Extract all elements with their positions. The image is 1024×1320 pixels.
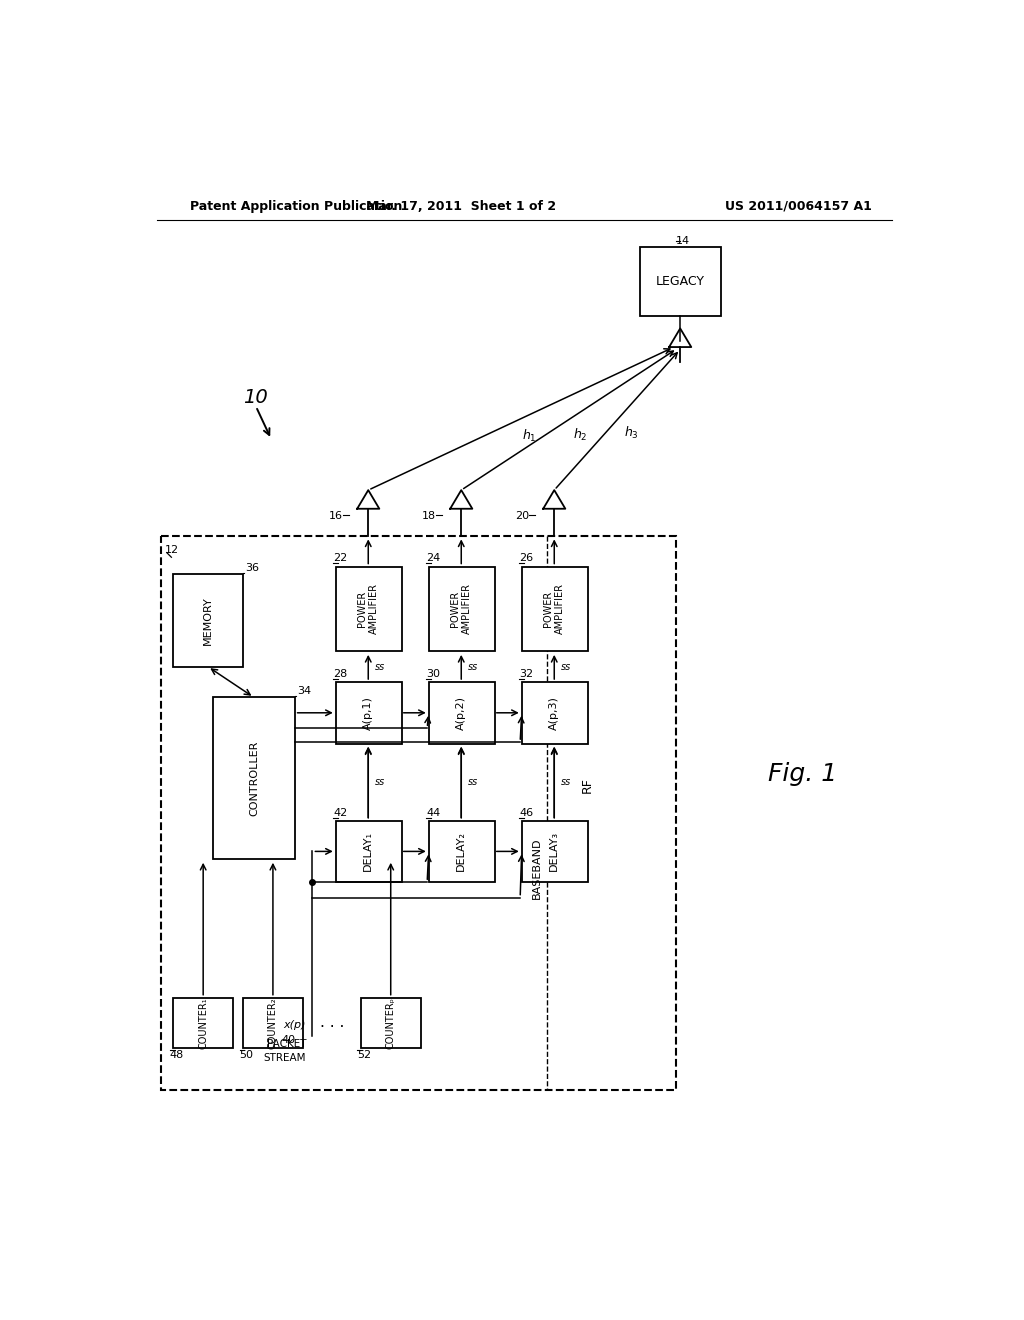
Bar — [336, 821, 401, 882]
Text: POWER
AMPLIFIER: POWER AMPLIFIER — [544, 583, 565, 635]
Text: ss: ss — [375, 661, 385, 672]
Text: 40: 40 — [282, 1035, 295, 1045]
Text: 24: 24 — [426, 553, 440, 564]
Text: ss: ss — [467, 777, 478, 787]
Bar — [521, 682, 588, 743]
Text: COUNTER₂: COUNTER₂ — [268, 997, 278, 1048]
Text: US 2011/0064157 A1: US 2011/0064157 A1 — [725, 199, 872, 213]
Text: LEGACY: LEGACY — [655, 275, 705, 288]
Text: Mar. 17, 2011  Sheet 1 of 2: Mar. 17, 2011 Sheet 1 of 2 — [367, 199, 556, 213]
Bar — [521, 566, 588, 651]
Text: DELAY₃: DELAY₃ — [549, 832, 559, 871]
Text: 36: 36 — [245, 562, 259, 573]
Text: 50: 50 — [240, 1051, 254, 1060]
Text: 44: 44 — [426, 808, 440, 817]
Text: 20: 20 — [515, 511, 529, 521]
Bar — [336, 682, 401, 743]
Text: 52: 52 — [357, 1051, 372, 1060]
Bar — [360, 998, 421, 1048]
Text: STREAM: STREAM — [264, 1053, 306, 1063]
Text: BASEBAND: BASEBAND — [532, 838, 542, 899]
Bar — [173, 574, 243, 667]
Text: A(p,1): A(p,1) — [364, 696, 374, 730]
Text: 34: 34 — [297, 686, 311, 696]
Text: . . .: . . . — [319, 1015, 344, 1030]
Bar — [173, 998, 233, 1048]
Text: PACKET: PACKET — [266, 1039, 306, 1049]
Bar — [640, 247, 721, 317]
Text: x(p): x(p) — [284, 1019, 306, 1030]
Text: 28: 28 — [334, 669, 347, 678]
Text: 12: 12 — [165, 545, 178, 554]
Bar — [429, 682, 495, 743]
Text: COUNTER₁: COUNTER₁ — [199, 997, 208, 1048]
Text: 14: 14 — [676, 236, 690, 246]
Text: COUNTERₚ: COUNTERₚ — [386, 997, 395, 1048]
Text: A(p,2): A(p,2) — [457, 696, 466, 730]
Text: ss: ss — [467, 661, 478, 672]
Text: 46: 46 — [519, 808, 534, 817]
Text: 48: 48 — [170, 1051, 184, 1060]
Text: ss: ss — [375, 777, 385, 787]
Text: $h_2$: $h_2$ — [572, 428, 587, 444]
Text: DELAY₁: DELAY₁ — [364, 832, 374, 871]
Bar — [336, 566, 401, 651]
Text: POWER
AMPLIFIER: POWER AMPLIFIER — [451, 583, 472, 635]
Bar — [429, 566, 495, 651]
Text: POWER
AMPLIFIER: POWER AMPLIFIER — [357, 583, 379, 635]
Text: $h_1$: $h_1$ — [522, 428, 537, 444]
Text: RF: RF — [581, 777, 593, 793]
Text: ss: ss — [560, 777, 570, 787]
Text: MEMORY: MEMORY — [203, 597, 213, 644]
Text: 30: 30 — [426, 669, 440, 678]
Text: A(p,3): A(p,3) — [549, 696, 559, 730]
Bar — [243, 998, 303, 1048]
Text: 10: 10 — [243, 388, 267, 407]
Bar — [429, 821, 495, 882]
Bar — [161, 536, 676, 1090]
Text: 18: 18 — [422, 511, 436, 521]
Text: CONTROLLER: CONTROLLER — [249, 741, 259, 816]
Bar — [521, 821, 588, 882]
Text: 16: 16 — [330, 511, 343, 521]
Text: 42: 42 — [334, 808, 347, 817]
Text: ss: ss — [560, 661, 570, 672]
Text: Patent Application Publication: Patent Application Publication — [190, 199, 402, 213]
Text: 26: 26 — [519, 553, 534, 564]
Text: 32: 32 — [519, 669, 534, 678]
Text: 22: 22 — [334, 553, 347, 564]
Text: Fig. 1: Fig. 1 — [768, 763, 837, 787]
Text: $h_3$: $h_3$ — [625, 425, 639, 441]
Text: DELAY₂: DELAY₂ — [457, 832, 466, 871]
Bar — [213, 697, 295, 859]
